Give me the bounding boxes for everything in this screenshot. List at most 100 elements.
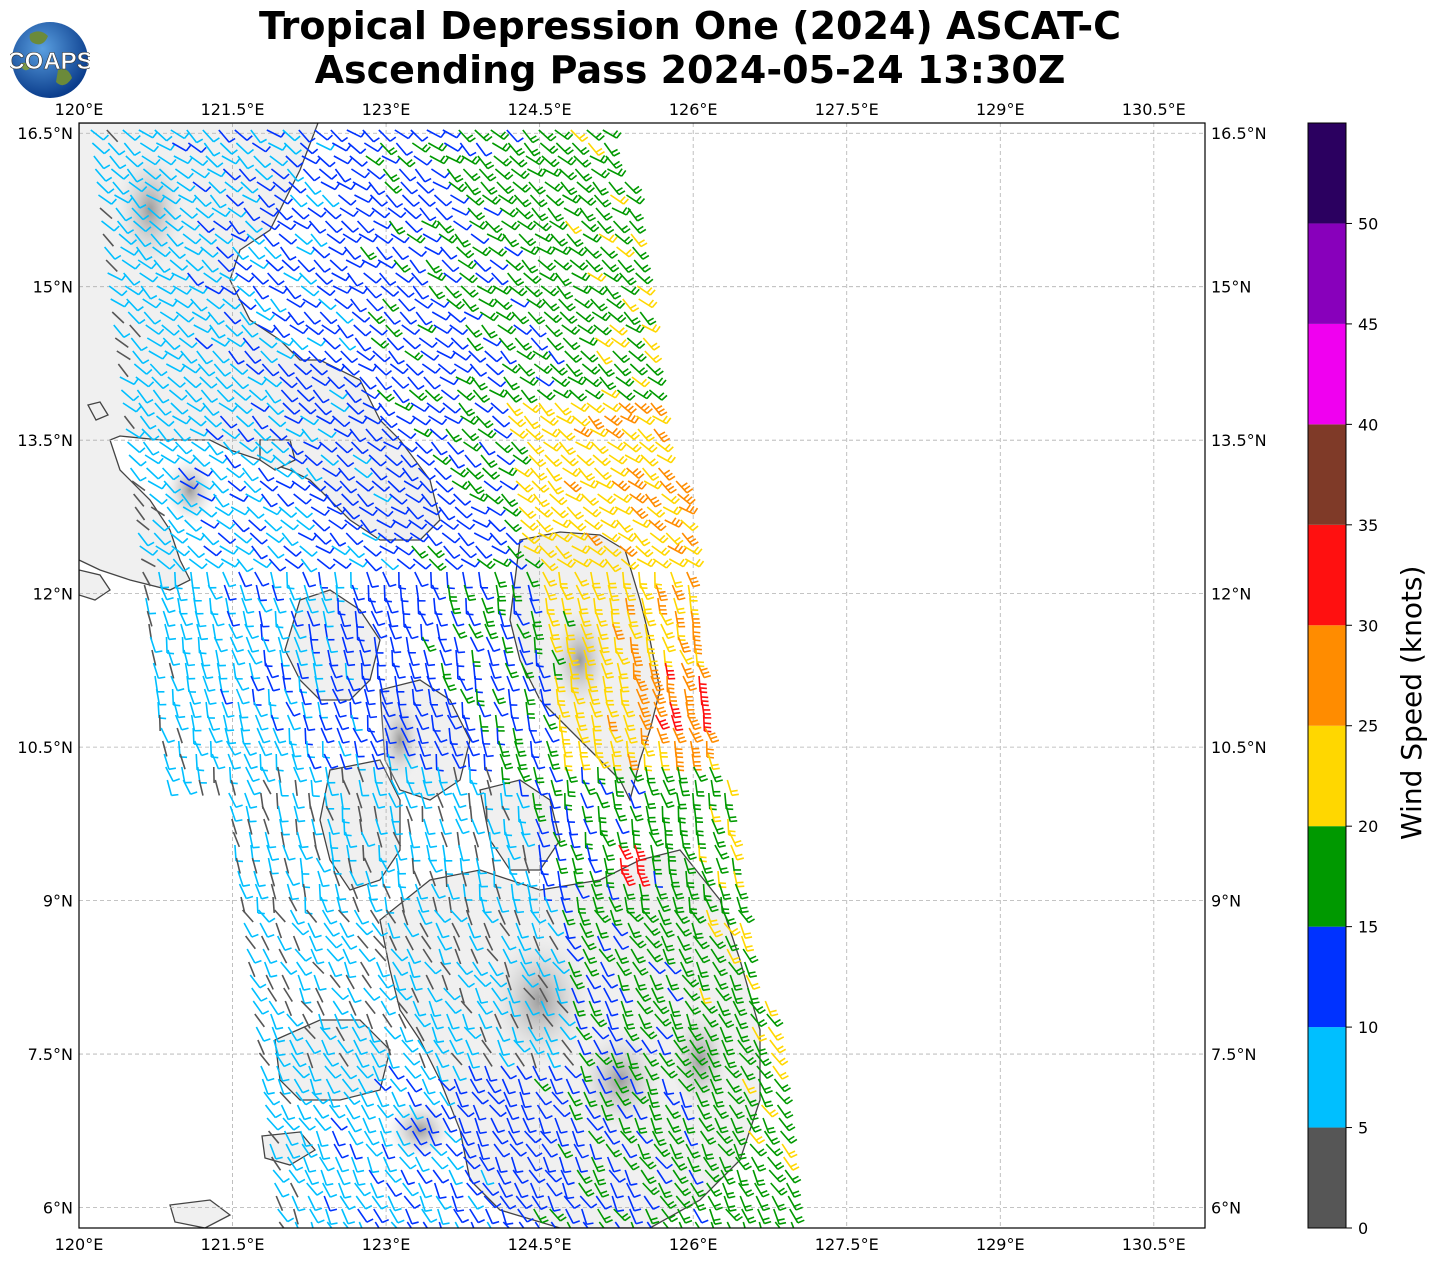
wind-barb bbox=[411, 272, 429, 286]
wind-barb bbox=[300, 285, 320, 297]
lon-tick-bottom: 124.5°E bbox=[508, 1235, 572, 1254]
wind-barb bbox=[603, 142, 621, 157]
wind-barb bbox=[149, 220, 168, 232]
wind-barb bbox=[619, 272, 637, 286]
wind-barb bbox=[299, 142, 319, 155]
lat-tick-left: 16.5°N bbox=[17, 124, 73, 143]
wind-barb bbox=[365, 155, 385, 166]
wind-barb bbox=[452, 350, 472, 361]
wind-barb bbox=[628, 350, 647, 362]
wind-barb bbox=[610, 337, 630, 348]
wind-barb bbox=[384, 454, 403, 467]
wind-barb bbox=[177, 324, 195, 338]
wind-barb bbox=[329, 259, 348, 272]
wind-barb bbox=[127, 441, 146, 454]
wind-barb bbox=[280, 389, 299, 403]
wind-barb bbox=[571, 142, 590, 156]
wind-barb bbox=[166, 233, 184, 247]
wind-barb bbox=[373, 363, 392, 376]
wind-barb bbox=[380, 285, 400, 297]
wind-barb bbox=[415, 311, 433, 326]
lon-tick-top: 121.5°E bbox=[201, 100, 265, 119]
wind-barb bbox=[400, 181, 419, 195]
wind-barb bbox=[401, 324, 421, 336]
wind-barb bbox=[637, 428, 655, 442]
wind-barb bbox=[288, 454, 308, 465]
wind-barb bbox=[405, 363, 424, 376]
wind-barb bbox=[491, 142, 512, 152]
wind-barb bbox=[158, 714, 161, 732]
wind-barb bbox=[450, 467, 470, 478]
wind-barb bbox=[248, 389, 268, 402]
wind-barb bbox=[540, 285, 560, 297]
wind-barb bbox=[183, 376, 202, 389]
wind-barb bbox=[258, 337, 278, 349]
wind-barb bbox=[526, 441, 545, 455]
wind-barb bbox=[440, 389, 460, 401]
wind-barb bbox=[626, 337, 646, 350]
wind-barb bbox=[202, 129, 220, 143]
wind-barb bbox=[483, 207, 503, 217]
wind-barb bbox=[184, 246, 204, 256]
wind-barb bbox=[392, 389, 410, 404]
wind-barb bbox=[287, 311, 305, 326]
colorbar-tick-label: 20 bbox=[1358, 817, 1378, 836]
wind-barb bbox=[539, 142, 559, 154]
wind-barb bbox=[251, 415, 269, 430]
wind-barb bbox=[529, 324, 547, 338]
wind-barb bbox=[383, 441, 403, 450]
wind-barb bbox=[251, 272, 270, 285]
wind-barb bbox=[362, 129, 380, 143]
wind-barb bbox=[152, 246, 171, 258]
wind-barb bbox=[391, 376, 410, 389]
wind-barb bbox=[517, 220, 537, 231]
wind-barb bbox=[372, 350, 391, 363]
wind-barb bbox=[477, 428, 497, 439]
wind-barb bbox=[247, 376, 267, 386]
colorbar-bin bbox=[1308, 625, 1346, 726]
wind-barb bbox=[245, 363, 265, 375]
wind-barb bbox=[458, 402, 476, 417]
wind-barb bbox=[213, 220, 232, 231]
wind-barb bbox=[475, 142, 493, 157]
wind-barb bbox=[399, 311, 418, 325]
wind-barb bbox=[186, 129, 204, 144]
wind-barb bbox=[326, 233, 346, 244]
wind-barb bbox=[612, 350, 631, 364]
wind-barb bbox=[235, 272, 255, 283]
wind-barb bbox=[517, 363, 536, 377]
wind-barb bbox=[528, 454, 547, 468]
wind-barb bbox=[398, 298, 416, 312]
wind-barb bbox=[203, 272, 223, 283]
wind-barb bbox=[542, 298, 560, 312]
wind-barb bbox=[301, 155, 321, 165]
wind-barb bbox=[305, 194, 324, 207]
wind-barb bbox=[138, 402, 155, 417]
wind-barb bbox=[500, 350, 517, 365]
wind-barb bbox=[385, 194, 404, 208]
wind-barb bbox=[126, 298, 144, 312]
wind-barb bbox=[177, 467, 196, 481]
wind-barb bbox=[139, 415, 157, 430]
wind-barb bbox=[626, 194, 646, 205]
wind-barb bbox=[446, 441, 465, 455]
wind-barb bbox=[176, 181, 196, 192]
wind-barb bbox=[201, 259, 219, 273]
wind-barb bbox=[605, 155, 623, 169]
wind-barb bbox=[441, 259, 460, 273]
wind-barb bbox=[583, 376, 603, 388]
wind-barb bbox=[499, 207, 519, 218]
colorbar-tick-label: 0 bbox=[1358, 1219, 1368, 1238]
wind-barb bbox=[202, 402, 220, 416]
wind-barb bbox=[313, 259, 331, 273]
wind-barb bbox=[131, 207, 150, 221]
wind-barb bbox=[120, 246, 140, 256]
wind-barb bbox=[203, 415, 223, 428]
wind-barb bbox=[439, 376, 459, 386]
wind-barb bbox=[93, 155, 111, 170]
wind-barb bbox=[393, 259, 411, 273]
wind-barb bbox=[425, 259, 443, 274]
wind-barb bbox=[265, 259, 284, 272]
wind-barb bbox=[311, 376, 331, 387]
wind-barb bbox=[650, 402, 668, 417]
